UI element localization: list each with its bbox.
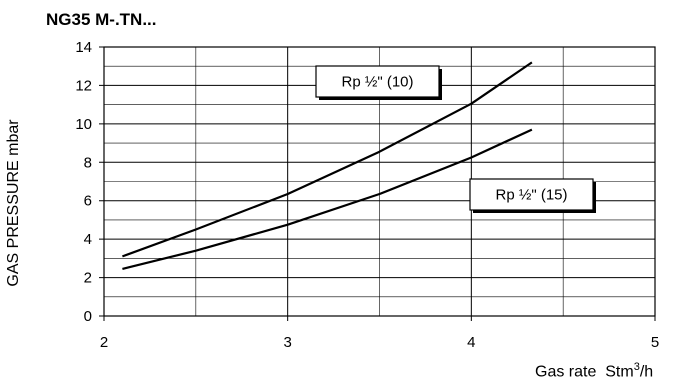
- x-tick-label: 3: [283, 334, 291, 351]
- annotation-box: [315, 65, 440, 98]
- y-tick-label: 14: [75, 39, 92, 56]
- y-tick-label: 10: [75, 116, 92, 133]
- x-axis-unit-base: Stm: [605, 363, 634, 381]
- x-axis-label-text: Gas rate: [535, 363, 597, 381]
- series-lines: [122, 61, 533, 270]
- x-tick-label: 4: [467, 334, 475, 351]
- series-label-1: Rp ½" (10): [341, 74, 413, 91]
- x-tick-label: 5: [651, 334, 659, 351]
- series-line-1: [122, 61, 533, 258]
- series-label-2: Rp ½" (15): [495, 187, 567, 204]
- y-tick-label: 4: [84, 231, 92, 248]
- annotation-box: [469, 178, 594, 211]
- y-tick-label: 0: [84, 308, 92, 325]
- y-tick-label: 12: [75, 77, 92, 94]
- series-line-2: [122, 128, 533, 270]
- x-axis-label: Gas rate Stm3/h: [535, 361, 653, 381]
- y-tick-label: 6: [84, 193, 92, 210]
- chart-title: NG35 M-.TN...: [46, 10, 157, 29]
- x-axis-unit-tail: /h: [639, 363, 654, 381]
- x-axis-unit-exponent: 3: [633, 361, 640, 373]
- series-annotations: Rp ½" (10) Rp ½" (15): [315, 65, 596, 213]
- x-tick-label: 2: [100, 334, 108, 351]
- plot-frame: [103, 46, 656, 317]
- y-tick-label: 2: [84, 270, 92, 287]
- y-tick-label: 8: [84, 154, 92, 171]
